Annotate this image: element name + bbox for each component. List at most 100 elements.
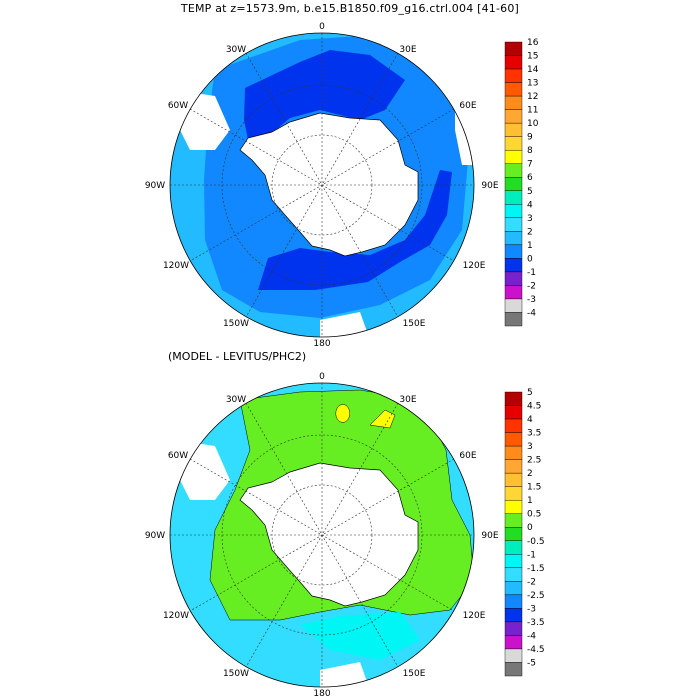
bottom-lon-label-60e: 60E	[459, 451, 476, 461]
top-lon-label-0: 0	[319, 22, 325, 32]
top-colorbar-swatch	[504, 177, 523, 191]
bottom-colorbar-level-label: 3.5	[527, 429, 541, 439]
top-colorbar-level-label: 4	[527, 200, 533, 210]
bottom-lon-label-60w: 60W	[168, 451, 188, 461]
bottom-colorbar-swatch	[504, 621, 523, 636]
bottom-polar-map	[170, 383, 474, 687]
top-colorbar-swatch	[504, 95, 523, 110]
top-colorbar-level-label: 14	[527, 65, 539, 75]
bottom-colorbar-level-label: 4	[527, 415, 533, 425]
bottom-graticule	[170, 383, 474, 687]
bottom-colorbar-level-label: 2	[527, 469, 533, 479]
bottom-colorbar-level-label: -1.5	[527, 564, 545, 574]
bottom-colorbar-swatch	[504, 418, 523, 433]
bottom-colorbar-swatch	[504, 432, 523, 447]
top-colorbar-swatch	[504, 244, 523, 259]
bottom-colorbar-level-label: -4.5	[527, 645, 545, 655]
top-lon-label-150w: 150W	[223, 319, 249, 329]
bottom-small-negative-region	[300, 612, 420, 660]
top-colorbar-level-label: 1	[527, 241, 533, 251]
bottom-colorbar-level-label: 4.5	[527, 402, 541, 412]
top-map-border	[169, 32, 475, 338]
top-colorbar-level-label: 10	[527, 119, 539, 129]
top-colorbar-level-label: 16	[527, 38, 539, 48]
bottom-colorbar-swatch	[504, 594, 523, 609]
top-colorbar-swatch	[504, 41, 523, 56]
bottom-colorbar-level-label: -2	[527, 577, 536, 587]
top-colorbar-level-label: 0	[527, 254, 533, 264]
top-colorbar-swatch	[504, 271, 523, 286]
top-colorbar-level-label: 15	[527, 52, 538, 62]
top-colorbar-swatch	[504, 68, 523, 83]
top-lon-label-60w: 60W	[168, 101, 188, 111]
bottom-colorbar-level-label: -0.5	[527, 537, 545, 547]
top-colorbar-level-label: 8	[527, 146, 533, 156]
top-colorbar-level-label: 13	[527, 79, 538, 89]
top-lon-label-60e: 60E	[459, 101, 476, 111]
top-colorbar-swatch	[504, 217, 523, 232]
top-colorbar-level-label: 6	[527, 173, 533, 183]
top-colorbar-level-label: -2	[527, 281, 536, 291]
top-colorbar-level-label: -1	[527, 268, 536, 278]
bottom-lon-label-30w: 30W	[226, 395, 246, 405]
bottom-colorbar-swatch	[504, 554, 523, 569]
bottom-lon-label-30e: 30E	[399, 395, 416, 405]
top-colorbar-swatch	[504, 312, 523, 327]
top-colorbar-level-label: 2	[527, 227, 533, 237]
bottom-colorbar-level-label: 2.5	[527, 456, 541, 466]
bottom-colorbar-swatch	[504, 662, 523, 677]
top-lon-label-90e: 90E	[481, 181, 498, 191]
top-colorbar-swatch	[504, 122, 523, 137]
top-colorbar-level-label: 5	[527, 187, 533, 197]
top-deep-cold-band	[244, 50, 452, 290]
bottom-colorbar-swatch	[504, 648, 523, 663]
top-lon-label-30w: 30W	[226, 45, 246, 55]
bottom-yellow-anomaly-patch	[369, 409, 396, 429]
bottom-map-border	[169, 382, 475, 688]
top-lon-label-150e: 150E	[403, 319, 426, 329]
top-colorbar-swatch	[504, 298, 523, 313]
top-colorbar-swatch	[504, 258, 523, 273]
bottom-colorbar-swatch	[504, 405, 523, 420]
top-colorbar-level-label: 9	[527, 133, 533, 143]
top-polar-map	[170, 33, 474, 337]
bottom-colorbar-swatch	[504, 608, 523, 623]
bottom-lon-label-90e: 90E	[481, 531, 498, 541]
top-colorbar-swatch	[504, 204, 523, 219]
bottom-colorbar-swatch	[504, 391, 523, 406]
top-colorbar-swatch	[504, 231, 523, 246]
bottom-colorbar-swatch	[504, 581, 523, 596]
bottom-yellow-anomaly-patch	[335, 404, 351, 423]
top-colorbar-swatch	[504, 163, 523, 178]
top-colorbar-level-label: 12	[527, 92, 538, 102]
bottom-lon-label-150e: 150E	[403, 669, 426, 679]
bottom-lon-label-180: 180	[313, 689, 330, 699]
bottom-colorbar-level-label: 1.5	[527, 483, 541, 493]
bottom-colorbar-swatch	[504, 567, 523, 582]
top-lon-label-180: 180	[313, 339, 330, 349]
bottom-colorbar-swatch	[504, 499, 523, 514]
top-graticule	[170, 33, 474, 337]
bottom-colorbar-swatch	[504, 472, 523, 487]
bottom-colorbar-swatch	[504, 459, 523, 474]
top-colorbar-level-label: -4	[527, 308, 536, 318]
bottom-colorbar-level-label: 1	[527, 496, 533, 506]
bottom-lon-label-90w: 90W	[145, 531, 165, 541]
bottom-antarctica-landmass	[239, 462, 419, 607]
bottom-colorbar-level-label: 3	[527, 442, 533, 452]
bottom-lon-label-0: 0	[319, 372, 325, 382]
bottom-colorbar-swatch	[504, 445, 523, 460]
bottom-colorbar-level-label: -4	[527, 631, 536, 641]
bottom-colorbar: 5 4.5 4 3.5 3 2.5 2 1.5 1 0.5 0 -0.5 -1 -1.5 -2 -2.5 -3 -…	[504, 388, 545, 677]
bottom-colorbar-swatch	[504, 527, 523, 541]
top-colorbar-level-label: 11	[527, 106, 538, 116]
top-colorbar-swatch	[504, 190, 523, 205]
top-colorbar-swatch	[504, 82, 523, 97]
top-colorbar-swatch	[504, 136, 523, 151]
bottom-colorbar-level-label: -5	[527, 658, 536, 668]
bottom-colorbar-level-label: 5	[527, 388, 533, 398]
bottom-colorbar-swatch	[504, 513, 523, 528]
top-colorbar-swatch	[504, 109, 523, 124]
plot-title: TEMP at z=1573.9m, b.e15.B1850.f09_g16.c…	[180, 2, 520, 15]
